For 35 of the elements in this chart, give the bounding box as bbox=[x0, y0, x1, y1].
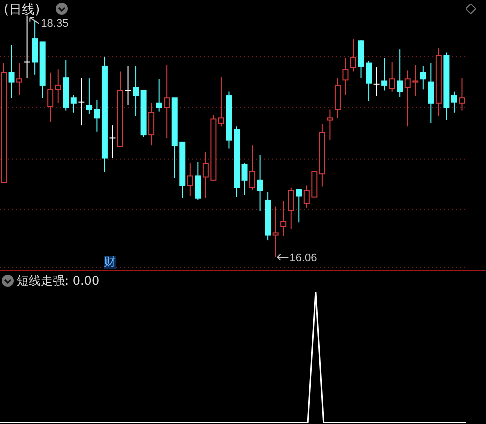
candlestick bbox=[164, 64, 170, 139]
candlestick bbox=[124, 66, 132, 106]
candlestick bbox=[133, 66, 140, 117]
candlestick bbox=[420, 66, 426, 90]
candlestick bbox=[389, 62, 396, 92]
candlestick bbox=[327, 109, 334, 141]
candlestick bbox=[319, 124, 326, 188]
candlestick bbox=[16, 62, 23, 96]
candlestick bbox=[102, 56, 108, 172]
annotation: 18.35 bbox=[41, 18, 69, 30]
candlestick bbox=[459, 78, 466, 112]
candlestick bbox=[280, 201, 287, 237]
candlestick bbox=[24, 15, 31, 79]
candlestick bbox=[109, 125, 116, 159]
candlestick bbox=[373, 67, 380, 97]
candlestick bbox=[48, 72, 54, 123]
candlestick bbox=[342, 58, 349, 96]
chart-title: (日线) bbox=[4, 2, 40, 19]
candlestick bbox=[334, 78, 341, 119]
candlestick bbox=[156, 78, 162, 112]
candlestick bbox=[272, 206, 279, 258]
annotation: 财 bbox=[104, 255, 116, 269]
candlestick bbox=[63, 60, 70, 112]
candlestick bbox=[32, 20, 38, 76]
candlestick bbox=[257, 154, 264, 212]
candlestick bbox=[8, 44, 15, 99]
candlestick bbox=[436, 48, 442, 117]
chart-title: 短线走强: 0.00 bbox=[17, 273, 100, 290]
candlestick bbox=[148, 102, 155, 146]
candlestick bbox=[187, 163, 194, 197]
candlestick bbox=[234, 126, 240, 198]
candlestick bbox=[78, 78, 86, 126]
candlestick bbox=[55, 69, 62, 104]
annotation: 16.06 bbox=[290, 252, 318, 264]
candlestick bbox=[428, 62, 434, 124]
